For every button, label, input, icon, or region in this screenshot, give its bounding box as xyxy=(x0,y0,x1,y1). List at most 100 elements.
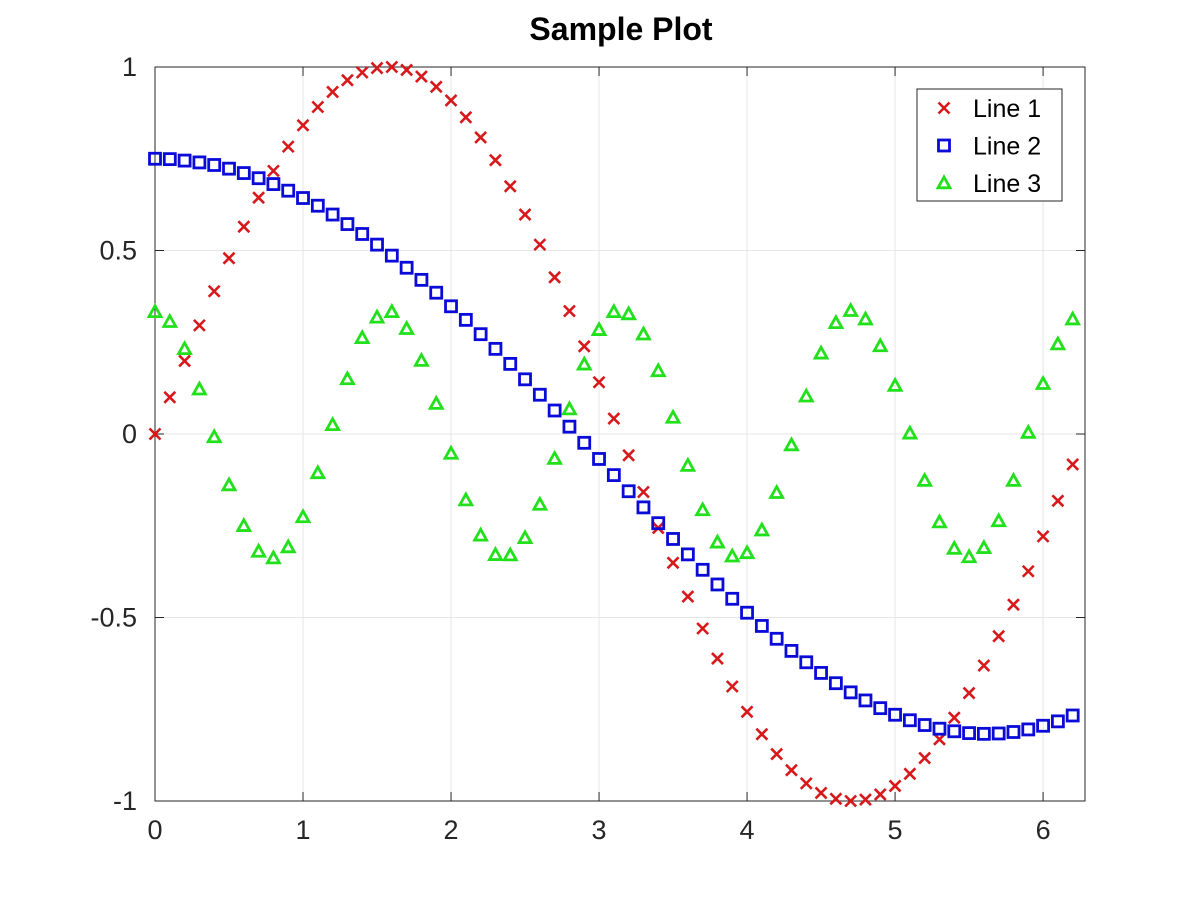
data-point xyxy=(799,776,813,790)
data-point xyxy=(858,693,873,708)
data-point xyxy=(176,339,193,356)
data-point xyxy=(178,354,192,368)
data-point xyxy=(546,449,564,465)
y-tick-label: 0 xyxy=(122,419,137,449)
data-point xyxy=(563,304,576,318)
data-point xyxy=(370,237,384,252)
data-point xyxy=(768,483,786,499)
series-layer xyxy=(146,60,1082,808)
data-point xyxy=(1036,529,1050,543)
data-point xyxy=(945,539,963,555)
data-point xyxy=(503,357,518,371)
data-point xyxy=(325,207,340,222)
data-point xyxy=(592,452,606,466)
data-point xyxy=(871,337,889,353)
data-point xyxy=(353,328,371,345)
data-point xyxy=(620,305,638,321)
data-point xyxy=(1021,722,1036,737)
x-tick-label: 3 xyxy=(592,815,607,845)
x-tick-label: 5 xyxy=(888,815,903,845)
data-point xyxy=(207,284,221,298)
data-point xyxy=(177,153,192,168)
data-point xyxy=(888,707,902,722)
data-point xyxy=(235,516,253,532)
data-point xyxy=(725,591,740,606)
data-point xyxy=(162,152,177,167)
data-point xyxy=(429,285,444,300)
data-point xyxy=(487,545,504,561)
data-point xyxy=(429,80,443,94)
data-point xyxy=(918,751,932,765)
x-tick-label: 4 xyxy=(740,815,755,845)
x-tick-label: 0 xyxy=(147,815,162,845)
data-point xyxy=(873,787,887,801)
data-point xyxy=(531,495,549,511)
data-point xyxy=(383,302,401,318)
legend-marker xyxy=(935,174,953,190)
data-point xyxy=(962,686,976,700)
data-point xyxy=(859,793,872,806)
data-point xyxy=(561,400,578,416)
data-point xyxy=(991,726,1006,741)
data-point xyxy=(992,629,1006,643)
data-point xyxy=(340,73,354,87)
data-point xyxy=(769,631,784,646)
data-point xyxy=(488,341,503,356)
data-point xyxy=(279,538,297,554)
data-point xyxy=(842,301,860,317)
data-point xyxy=(990,512,1008,528)
data-point xyxy=(829,792,843,806)
data-point xyxy=(503,179,517,193)
data-point xyxy=(207,158,222,172)
data-point xyxy=(637,485,650,499)
data-point xyxy=(266,164,280,178)
y-tick-label: 1 xyxy=(122,52,137,82)
data-point xyxy=(220,476,238,492)
data-point xyxy=(339,370,356,386)
data-point xyxy=(828,676,843,691)
data-point xyxy=(797,387,815,403)
data-point xyxy=(694,501,712,517)
data-point xyxy=(857,310,874,326)
data-point xyxy=(709,533,726,549)
data-point xyxy=(575,355,593,371)
data-point xyxy=(947,724,962,739)
data-point xyxy=(444,299,458,314)
data-point xyxy=(192,318,206,332)
legend-item: Line 1 xyxy=(937,95,1041,123)
data-point xyxy=(607,412,621,426)
data-point xyxy=(473,327,488,342)
data-point xyxy=(696,622,710,635)
data-point xyxy=(740,605,754,620)
data-point xyxy=(222,251,236,265)
data-point xyxy=(844,794,858,808)
data-point xyxy=(783,436,800,452)
data-point xyxy=(547,403,562,418)
data-point xyxy=(962,726,976,741)
data-point xyxy=(281,183,296,198)
data-point xyxy=(754,619,769,633)
legend-item: Line 2 xyxy=(937,133,1041,161)
data-point xyxy=(457,491,475,507)
data-point xyxy=(1050,714,1065,729)
data-point xyxy=(725,680,739,693)
data-point xyxy=(664,408,682,424)
data-point xyxy=(355,227,370,241)
data-point xyxy=(161,312,179,328)
data-point xyxy=(1065,708,1080,723)
data-point xyxy=(799,655,814,670)
data-point xyxy=(294,508,312,524)
data-point xyxy=(163,390,177,404)
data-point xyxy=(636,500,651,515)
data-point xyxy=(251,171,266,186)
data-point xyxy=(414,272,429,287)
data-point xyxy=(740,705,754,719)
data-point xyxy=(681,590,695,604)
data-point xyxy=(901,424,919,440)
data-point xyxy=(723,547,741,563)
y-tick-label: 0.5 xyxy=(99,236,137,266)
data-point xyxy=(385,60,399,74)
data-point xyxy=(311,100,325,114)
data-point xyxy=(1049,335,1067,351)
data-point xyxy=(533,238,547,252)
